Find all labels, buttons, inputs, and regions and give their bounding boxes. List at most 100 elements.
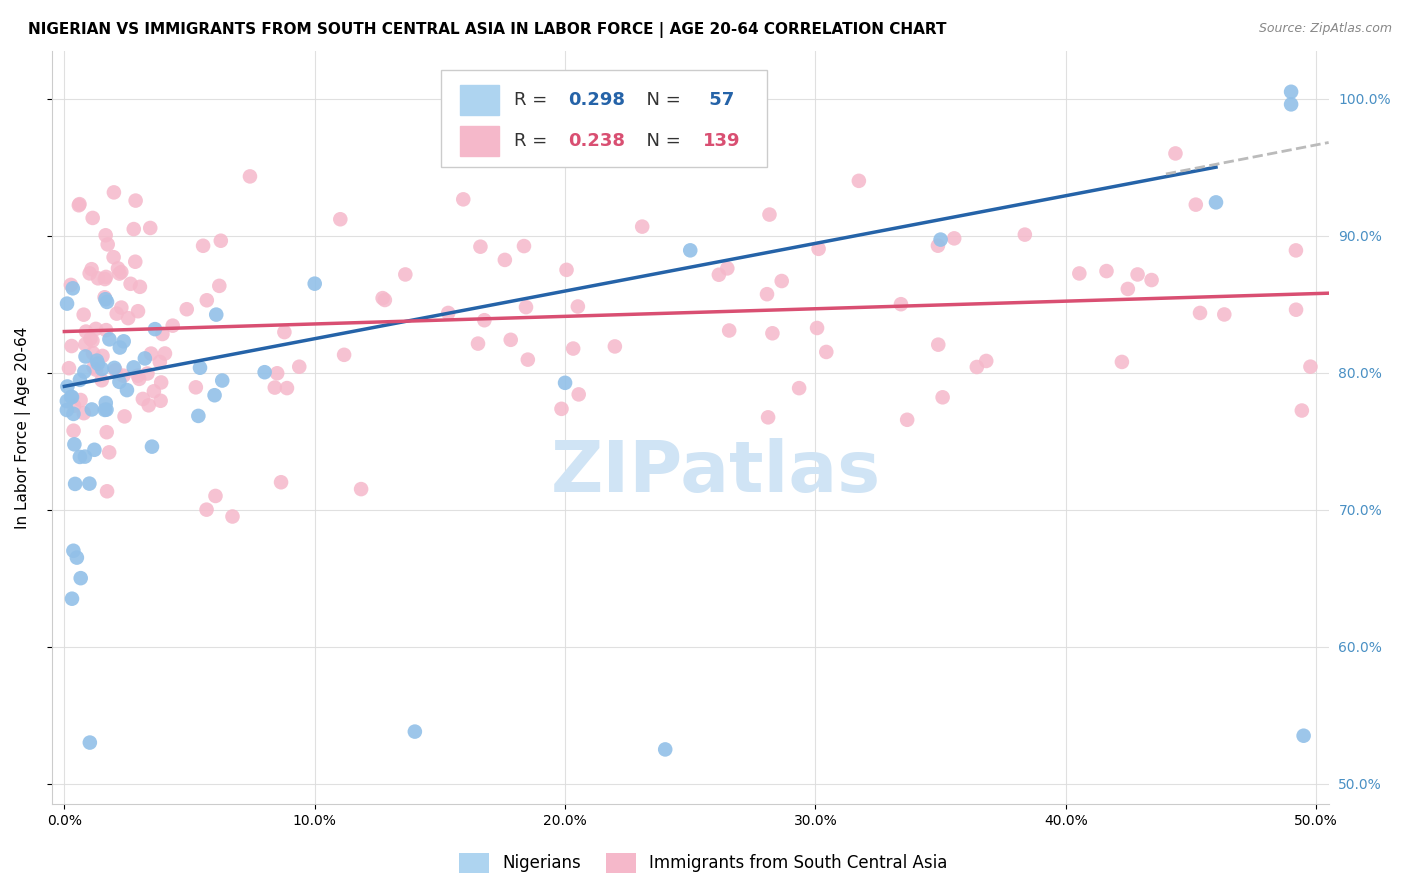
Point bbox=[350, 482, 373, 496]
Point bbox=[204, 489, 226, 503]
Point bbox=[1285, 244, 1308, 258]
FancyBboxPatch shape bbox=[460, 85, 499, 115]
Point bbox=[149, 393, 172, 408]
Point bbox=[115, 383, 138, 397]
Point bbox=[93, 290, 115, 304]
Point bbox=[1205, 195, 1227, 210]
Point bbox=[56, 403, 79, 417]
Point bbox=[94, 269, 117, 284]
Point bbox=[63, 476, 86, 491]
Point bbox=[110, 265, 132, 279]
Text: NIGERIAN VS IMMIGRANTS FROM SOUTH CENTRAL ASIA IN LABOR FORCE | AGE 20-64 CORREL: NIGERIAN VS IMMIGRANTS FROM SOUTH CENTRA… bbox=[28, 22, 946, 38]
Point bbox=[75, 325, 97, 339]
Point bbox=[1285, 302, 1308, 317]
Point bbox=[499, 333, 522, 347]
Point bbox=[94, 292, 117, 306]
Point bbox=[221, 509, 243, 524]
Point bbox=[1292, 729, 1315, 743]
Point bbox=[112, 368, 135, 383]
Point bbox=[1014, 227, 1036, 242]
Point bbox=[73, 450, 96, 464]
Point bbox=[555, 263, 578, 277]
FancyBboxPatch shape bbox=[460, 126, 499, 156]
Point bbox=[554, 376, 576, 390]
Point bbox=[91, 349, 114, 363]
Point bbox=[82, 334, 104, 348]
Point bbox=[103, 360, 125, 375]
Point bbox=[104, 363, 127, 377]
Point bbox=[105, 307, 128, 321]
Point bbox=[304, 277, 326, 291]
Point bbox=[96, 425, 118, 440]
Point bbox=[143, 322, 166, 336]
Point bbox=[127, 304, 149, 318]
Point bbox=[96, 402, 118, 417]
Point bbox=[69, 373, 91, 387]
Point bbox=[62, 543, 84, 558]
Point bbox=[83, 360, 105, 375]
Point bbox=[108, 267, 131, 281]
Point bbox=[79, 476, 101, 491]
Point bbox=[69, 571, 91, 585]
Point bbox=[103, 186, 125, 200]
Point bbox=[86, 353, 108, 368]
Point bbox=[98, 445, 121, 459]
Point bbox=[138, 398, 160, 412]
Text: ZIPatlas: ZIPatlas bbox=[551, 438, 880, 508]
Point bbox=[494, 252, 516, 267]
Point bbox=[62, 407, 84, 421]
Point bbox=[276, 381, 298, 395]
Point bbox=[73, 365, 96, 379]
Point bbox=[58, 361, 80, 376]
Point bbox=[117, 311, 139, 326]
Point bbox=[79, 332, 101, 346]
Point bbox=[103, 250, 125, 264]
Point bbox=[927, 337, 949, 351]
Point bbox=[73, 406, 96, 420]
Point bbox=[474, 313, 496, 327]
Point bbox=[94, 396, 117, 410]
Text: R =: R = bbox=[515, 91, 553, 109]
Point bbox=[756, 410, 779, 425]
Point bbox=[73, 308, 96, 322]
Text: 139: 139 bbox=[703, 132, 741, 150]
Point bbox=[966, 359, 988, 374]
Point bbox=[122, 360, 145, 375]
Point bbox=[451, 192, 474, 206]
Point bbox=[758, 208, 780, 222]
Point bbox=[60, 339, 83, 353]
Point bbox=[90, 362, 112, 376]
Text: N =: N = bbox=[636, 91, 688, 109]
Point bbox=[288, 359, 311, 374]
Point bbox=[631, 219, 654, 234]
Point bbox=[152, 326, 174, 341]
Point bbox=[59, 277, 82, 292]
Point bbox=[136, 367, 159, 381]
Point bbox=[94, 272, 117, 286]
Point bbox=[110, 301, 132, 315]
Point bbox=[437, 306, 460, 320]
Point bbox=[97, 237, 120, 252]
Text: 0.298: 0.298 bbox=[568, 91, 624, 109]
Text: 0.238: 0.238 bbox=[568, 132, 624, 150]
Point bbox=[75, 337, 97, 351]
Point bbox=[787, 381, 810, 395]
Point bbox=[1188, 306, 1211, 320]
Point bbox=[107, 261, 129, 276]
Point bbox=[62, 281, 84, 295]
Point bbox=[974, 354, 997, 368]
Point bbox=[94, 323, 117, 337]
Point bbox=[142, 384, 165, 399]
Point bbox=[1299, 359, 1322, 374]
Point bbox=[333, 348, 356, 362]
Point bbox=[83, 442, 105, 457]
Y-axis label: In Labor Force | Age 20-64: In Labor Force | Age 20-64 bbox=[15, 326, 31, 529]
Point bbox=[550, 401, 572, 416]
Point bbox=[513, 239, 536, 253]
Point bbox=[191, 239, 214, 253]
Point bbox=[122, 222, 145, 236]
Point bbox=[716, 261, 738, 276]
Point bbox=[239, 169, 262, 184]
Point bbox=[90, 373, 112, 387]
Point bbox=[1185, 197, 1208, 211]
